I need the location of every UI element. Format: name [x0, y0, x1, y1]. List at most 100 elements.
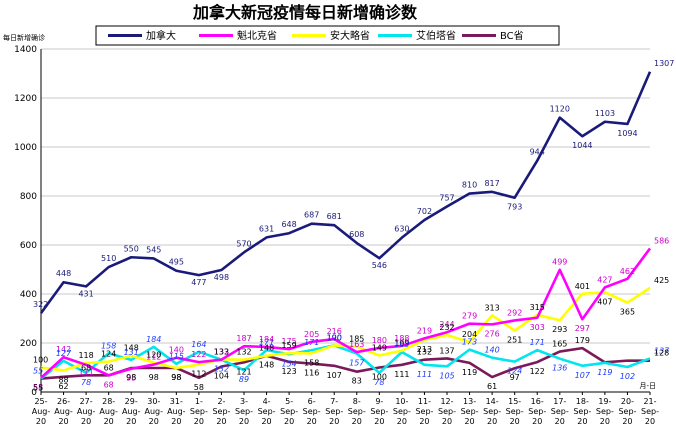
data-label: 251 [507, 336, 522, 345]
data-label: 184 [146, 335, 161, 344]
data-label: 55 [33, 384, 43, 393]
data-label: 137 [439, 346, 454, 355]
data-label: 427 [597, 275, 612, 284]
data-label: 100 [33, 356, 48, 365]
data-label: 163 [394, 340, 409, 349]
data-label: 401 [575, 282, 590, 291]
data-label: 205 [304, 330, 319, 339]
data-label: 425 [654, 276, 669, 285]
data-label: 545 [146, 245, 161, 254]
data-label: 586 [654, 236, 669, 245]
x-tick-label: 13-Sep-20 [461, 397, 479, 426]
legend-label: 加拿大 [146, 29, 176, 42]
x-tick-label: 9-Sep-20 [370, 397, 388, 426]
data-label: 944 [530, 148, 545, 157]
y-tick-labels: 0 200 400 600 800 1000 1200 1400 [14, 45, 37, 398]
y-tick-label: 1400 [14, 45, 37, 55]
data-label: 122 [191, 350, 206, 359]
data-label: 142 [56, 345, 71, 354]
data-label: 111 [394, 370, 409, 379]
y-axis-label: 每日新增确诊 [3, 33, 45, 42]
data-label: 219 [417, 326, 432, 335]
data-label: 149 [372, 343, 387, 352]
series-line [40, 247, 652, 379]
data-label: 148 [124, 344, 139, 353]
data-label: 58 [33, 383, 43, 392]
x-tick-labels: 25-Aug-2026-Aug-2027-Aug-2028-Aug-2029-A… [32, 397, 659, 426]
data-label: 313 [484, 303, 499, 312]
legend-label: BC省 [500, 29, 524, 42]
data-label: 216 [327, 327, 342, 336]
data-label: 204 [462, 330, 477, 339]
chart-title: 加拿大新冠疫情每日新增确诊数 [192, 3, 418, 22]
data-label: 112 [146, 353, 161, 362]
data-label: 498 [214, 273, 229, 282]
data-label: 132 [214, 365, 229, 374]
y-gridlines [41, 48, 650, 344]
legend-label: 艾伯塔省 [416, 29, 456, 42]
data-label: 1120 [550, 105, 570, 114]
data-label: 68 [104, 380, 114, 389]
x-tick-label: 31-Aug-20 [167, 397, 186, 426]
data-label: 140 [169, 346, 184, 355]
data-label: 83 [352, 377, 362, 386]
data-label: 154 [281, 359, 296, 368]
data-label: 448 [56, 269, 71, 278]
data-label: 124 [507, 367, 522, 376]
data-label: 97 [510, 373, 520, 382]
data-label: 276 [484, 329, 499, 338]
data-label: 687 [304, 211, 319, 220]
data-label: 817 [484, 179, 499, 188]
data-label: 88 [58, 375, 68, 384]
data-label: 187 [236, 334, 251, 343]
data-labels: 322 448 431 510 550 545 495 477 498 570 631 648 687 6… [33, 59, 674, 393]
data-label: 608 [349, 230, 364, 239]
data-label: 68 [81, 363, 91, 372]
legend-label: 安大略省 [330, 29, 370, 42]
data-label: 111 [78, 368, 93, 377]
data-label: 105 [439, 371, 454, 380]
data-label: 133 [214, 347, 229, 356]
data-label: 169 [394, 339, 409, 348]
x-tick-label: 20-Sep-20 [618, 397, 636, 426]
data-label: 297 [575, 324, 590, 333]
data-label: 1103 [595, 109, 615, 118]
data-label: 55 [33, 367, 43, 376]
data-label: 157 [349, 359, 365, 368]
data-label: 137 [654, 346, 670, 355]
data-label: 171 [530, 338, 545, 347]
data-label: 315 [530, 303, 545, 312]
x-tick-label: 16-Sep-20 [528, 397, 546, 426]
x-tick-label: 21-Sep-20 [641, 397, 659, 426]
data-label: 158 [101, 341, 116, 350]
x-tick-label: 29-Aug-20 [122, 397, 141, 426]
legend-label: 魁北克省 [237, 29, 277, 42]
data-label: 132 [417, 348, 432, 357]
data-label: 164 [191, 340, 206, 349]
x-tick-label: 1-Sep-20 [190, 397, 208, 426]
data-label: 232 [439, 323, 454, 332]
data-label: 121 [236, 367, 251, 376]
data-label: 499 [552, 258, 567, 267]
y-tick-label: 0 [31, 388, 37, 398]
data-label: 365 [620, 308, 635, 317]
data-label: 213 [417, 345, 432, 354]
data-label: 244 [439, 320, 454, 329]
data-label: 757 [439, 194, 454, 203]
x-tick-label: 4-Sep-20 [258, 397, 276, 426]
data-label: 118 [78, 351, 93, 360]
data-label: 407 [597, 297, 612, 306]
series-lines [39, 71, 652, 380]
data-label: 61 [487, 382, 497, 391]
data-label: 58 [194, 383, 204, 392]
data-label: 477 [191, 278, 206, 287]
data-label: 95 [126, 374, 136, 383]
data-label: 116 [304, 369, 319, 378]
data-label: 100 [372, 373, 387, 382]
x-tick-label: 11-Sep-20 [415, 397, 433, 426]
data-label: 89 [239, 375, 249, 384]
data-label: 148 [259, 344, 274, 353]
series-line [40, 344, 651, 380]
data-label: 78 [81, 378, 91, 387]
